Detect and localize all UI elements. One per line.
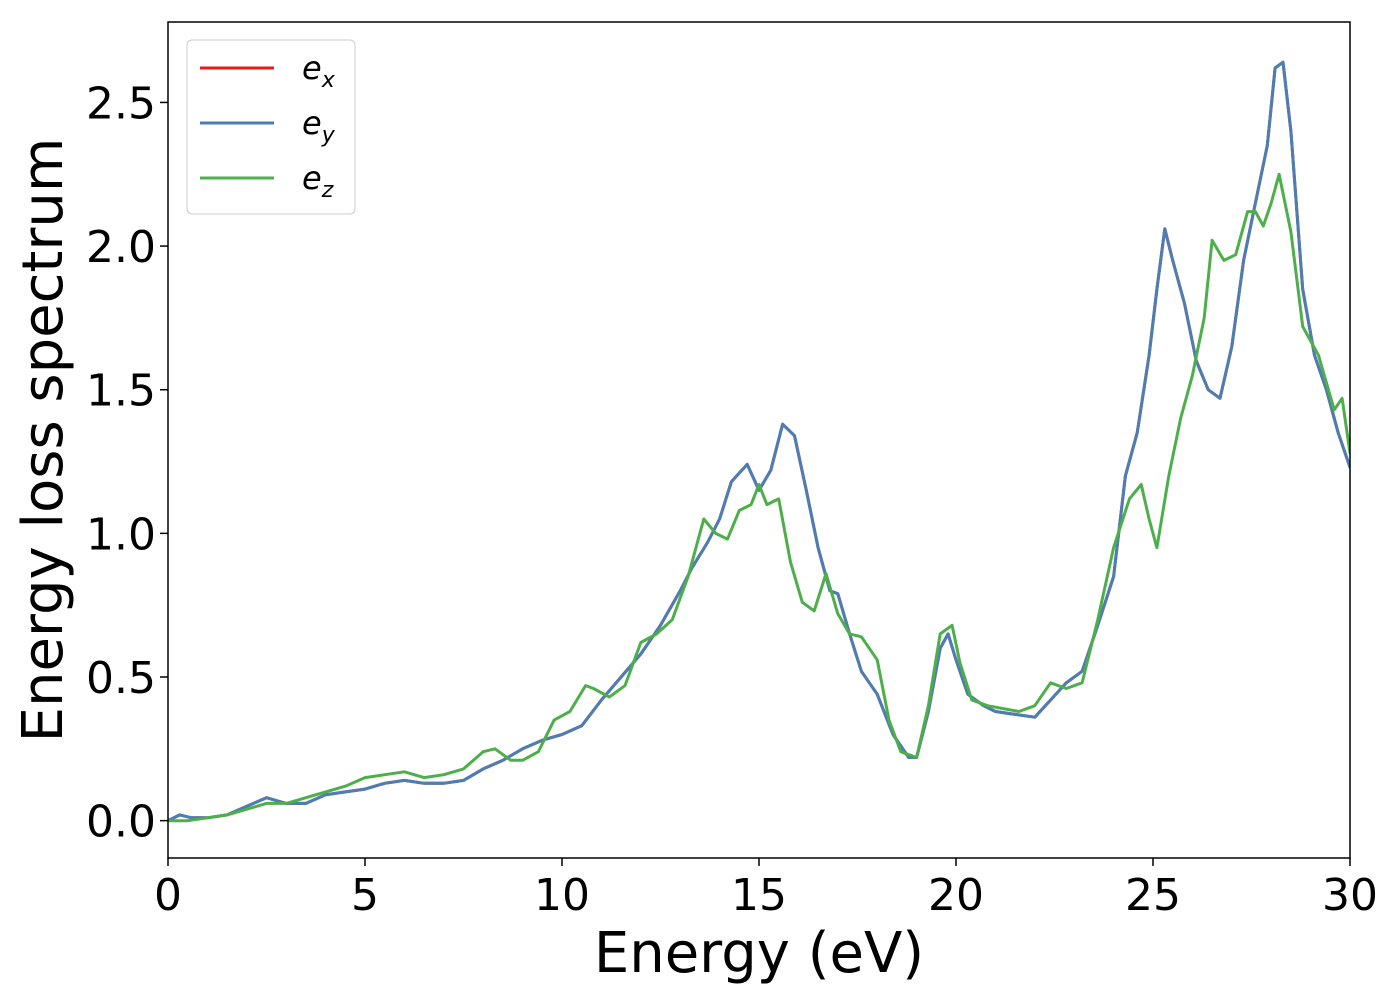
- x-tick-label: 5: [351, 870, 379, 921]
- x-tick-label: 30: [1322, 870, 1378, 921]
- x-tick-label: 15: [731, 870, 787, 921]
- x-tick-label: 20: [928, 870, 984, 921]
- y-tick-label: 2.0: [86, 222, 156, 273]
- x-axis-title: Energy (eV): [594, 921, 924, 986]
- y-tick-label: 1.5: [86, 366, 156, 417]
- y-tick-label: 1.0: [86, 509, 156, 560]
- legend-box: [186, 39, 356, 215]
- y-tick-label: 0.5: [86, 653, 156, 704]
- y-axis-ticks: 0.0 0.5 1.0 1.5 2.0 2.5: [86, 78, 168, 848]
- y-axis-title: Energy loss spectrum: [11, 138, 76, 743]
- series-line-z: [168, 172, 1350, 823]
- y-tick-label: 2.5: [86, 78, 156, 129]
- legend-label-z: ez: [302, 159, 334, 203]
- legend: ex ey ez: [186, 39, 356, 215]
- series-layer: [168, 60, 1350, 823]
- y-tick-label: 0.0: [86, 797, 156, 848]
- legend-label-y: ey: [302, 104, 336, 148]
- x-tick-label: 10: [534, 870, 590, 921]
- legend-items: ex ey ez: [200, 49, 336, 203]
- x-tick-label: 25: [1125, 870, 1181, 921]
- series-line-y: [168, 60, 1350, 823]
- legend-label-x: ex: [302, 49, 336, 93]
- x-axis-ticks: 0 5 10 15 20 25 30: [154, 858, 1378, 921]
- x-tick-label: 0: [154, 870, 182, 921]
